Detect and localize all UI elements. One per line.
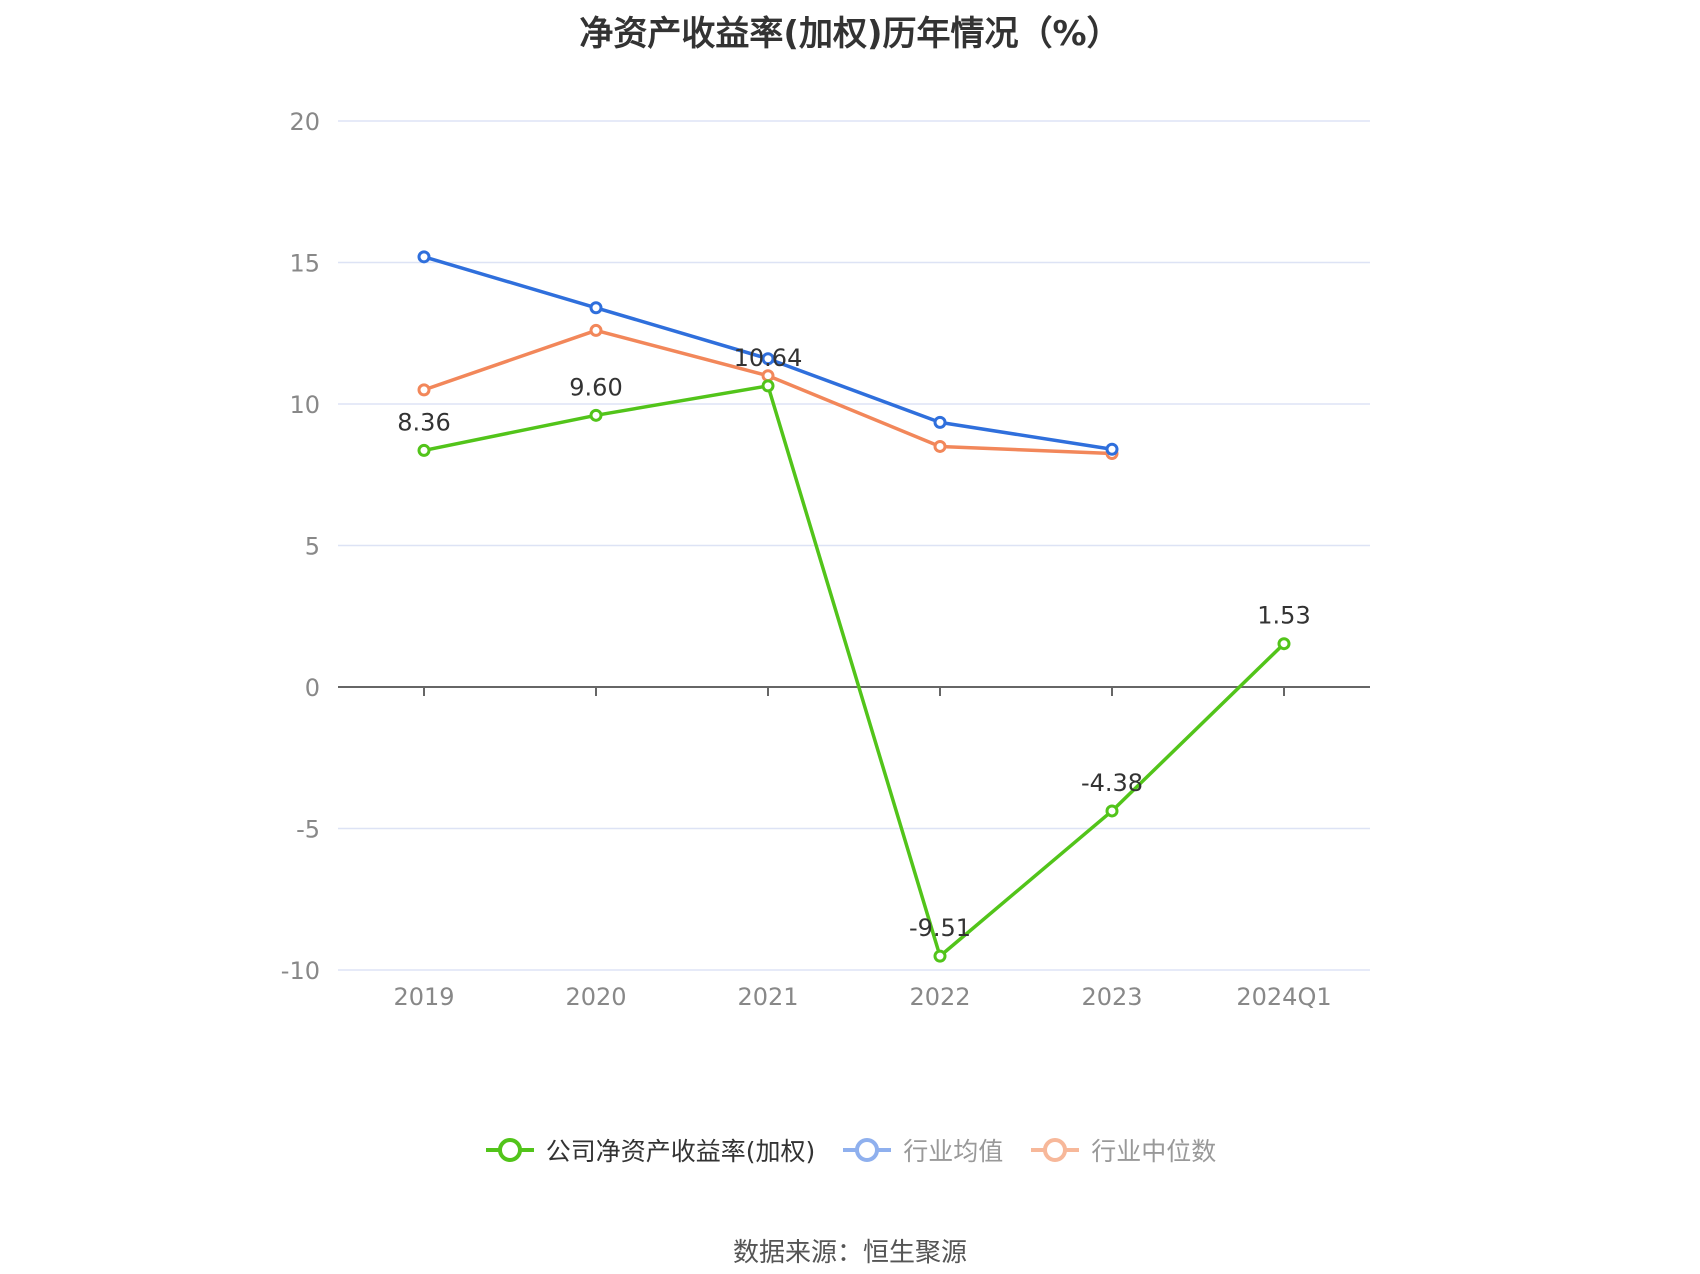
data-point xyxy=(417,250,431,264)
x-tick-label: 2023 xyxy=(1081,983,1142,1011)
y-tick-label: 20 xyxy=(289,108,320,136)
y-tick-label: 5 xyxy=(305,533,320,561)
legend-label-company: 公司净资产收益率(加权) xyxy=(545,1137,816,1166)
data-point xyxy=(933,949,947,963)
x-tick-label: 2021 xyxy=(737,983,798,1011)
data-point xyxy=(933,439,947,453)
legend-item-company[interactable]: 公司净资产收益率(加权) xyxy=(484,1132,816,1168)
series-layer xyxy=(417,250,1291,963)
data-point xyxy=(933,415,947,429)
y-tick-label: 10 xyxy=(289,391,320,419)
legend-label-avg: 行业均值 xyxy=(903,1137,1004,1166)
data-point xyxy=(1105,442,1119,456)
legend-swatch-avg-icon xyxy=(843,1138,892,1162)
data-point xyxy=(417,443,431,457)
data-label: 1.53 xyxy=(1257,602,1310,630)
data-labels: 8.36 9.60 10.64 -9.51 -4.38 1.53 xyxy=(397,344,1310,942)
data-label: 9.60 xyxy=(569,373,622,401)
x-tick-label: 2022 xyxy=(909,983,970,1011)
data-label: -9.51 xyxy=(909,914,971,942)
y-tick-label: -5 xyxy=(296,816,320,844)
grid-lines xyxy=(338,120,1370,971)
data-label: 8.36 xyxy=(397,408,450,436)
legend-item-avg[interactable]: 行业均值 xyxy=(841,1132,1003,1168)
legend-item-median[interactable]: 行业中位数 xyxy=(1029,1132,1216,1168)
x-tick-label: 2019 xyxy=(393,983,454,1011)
series-line xyxy=(423,384,1286,958)
data-point xyxy=(589,301,603,315)
data-point xyxy=(589,408,603,422)
legend-swatch-company-icon xyxy=(485,1138,534,1162)
data-point xyxy=(761,352,775,366)
data-point xyxy=(1277,637,1291,651)
y-tick-label: 15 xyxy=(289,250,320,278)
data-point xyxy=(417,383,431,397)
legend: 公司净资产收益率(加权) 行业均值 行业中位数 xyxy=(0,1132,1700,1168)
y-tick-label: 0 xyxy=(305,674,320,702)
y-axis: 20 15 10 5 0 -5 -10 xyxy=(281,108,320,985)
data-point xyxy=(761,379,775,393)
data-label: 10.64 xyxy=(734,344,803,372)
data-point xyxy=(1105,804,1119,818)
data-label: -4.38 xyxy=(1081,769,1143,797)
y-tick-label: -10 xyxy=(281,957,320,985)
legend-label-median: 行业中位数 xyxy=(1091,1137,1217,1166)
chart-title: 净资产收益率(加权)历年情况（%） xyxy=(579,14,1121,54)
x-tick-label: 2020 xyxy=(565,983,626,1011)
x-axis: 2019 2020 2021 2022 2023 2024Q1 xyxy=(338,686,1370,1011)
data-point xyxy=(589,323,603,337)
data-point xyxy=(761,369,775,383)
x-tick-label: 2024Q1 xyxy=(1236,983,1331,1011)
legend-swatch-median-icon xyxy=(1031,1138,1080,1162)
data-source: 数据来源：恒生聚源 xyxy=(732,1238,967,1268)
